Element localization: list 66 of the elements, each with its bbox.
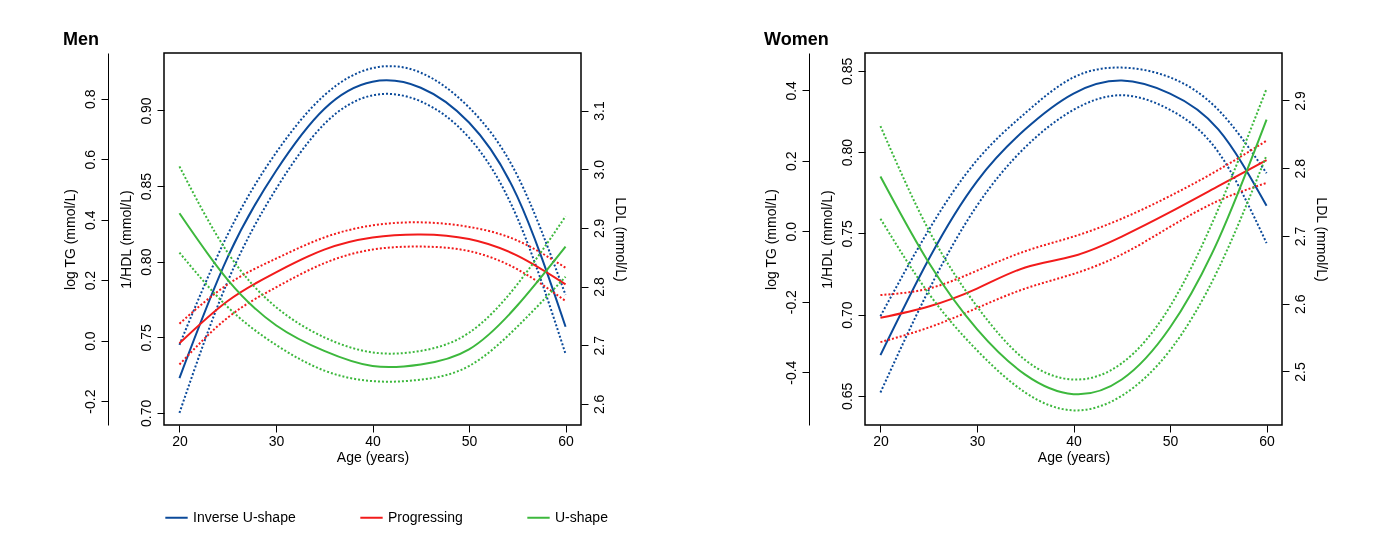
y2-tick-label: 2.7	[1291, 226, 1308, 247]
line-series	[879, 159, 1268, 319]
y-axis-title: 1/HDL (mmol/L)	[818, 190, 835, 289]
y-axis-title: 1/HDL (mmol/L)	[117, 190, 134, 289]
y3-tick-label: -0.2	[782, 289, 799, 315]
legend-label: Inverse U-shape	[193, 508, 296, 525]
y-tick-label: 0.85	[137, 172, 154, 201]
x-tick-label: 30	[268, 432, 285, 449]
legend-label: U-shape	[555, 508, 609, 525]
y3-axis-title: log TG (mmol/L)	[762, 189, 779, 290]
x-tick-label: 40	[365, 432, 381, 449]
y-tick-label: 0.65	[838, 382, 855, 410]
line-series	[879, 181, 1268, 344]
y2-axis-title: LDL (mmol/L)	[1313, 197, 1330, 282]
y3-tick-label: 0.4	[782, 80, 799, 101]
x-tick-label: 50	[1162, 432, 1179, 449]
x-axis-title: Age (years)	[336, 448, 410, 465]
y3-tick-label: 0.8	[81, 89, 98, 109]
y3-tick-label: 0.2	[81, 270, 98, 291]
y-tick-label: 0.70	[137, 399, 154, 428]
y-tick-label: 0.90	[137, 97, 154, 125]
line-series	[879, 154, 1268, 412]
y3-tick-label: 0.0	[81, 331, 98, 351]
y3-tick-label: 0.4	[81, 210, 98, 230]
y-tick-label: 0.70	[838, 301, 855, 329]
y3-tick-label: 0.0	[782, 221, 799, 242]
y2-tick-label: 2.7	[590, 335, 607, 356]
x-axis-title: Age (years)	[1037, 448, 1111, 465]
line-series	[879, 66, 1268, 318]
line-series	[178, 251, 567, 383]
y2-tick-label: 2.6	[1291, 294, 1308, 314]
line-series	[178, 221, 567, 325]
x-tick-label: 30	[969, 432, 986, 449]
y2-tick-label: 2.8	[1291, 158, 1308, 179]
y-tick-label: 0.75	[137, 323, 154, 352]
line-series	[178, 245, 567, 366]
line-series	[178, 233, 567, 345]
y3-tick-label: -0.2	[81, 389, 98, 414]
x-tick-label: 20	[172, 432, 188, 449]
y2-tick-label: 2.9	[1291, 90, 1308, 111]
y2-tick-label: 2.8	[590, 277, 607, 297]
y3-axis-title: log TG (mmol/L)	[61, 189, 78, 290]
y-tick-label: 0.80	[137, 248, 154, 276]
y-tick-label: 0.85	[838, 57, 855, 85]
y3-tick-label: -0.4	[782, 360, 799, 385]
chart-title: Men	[63, 29, 99, 49]
y3-tick-label: 0.6	[81, 149, 98, 170]
y-tick-label: 0.75	[838, 219, 855, 248]
x-tick-label: 60	[1259, 432, 1276, 449]
line-series	[879, 139, 1268, 297]
y3-tick-label: 0.2	[782, 151, 799, 172]
y2-tick-label: 2.6	[590, 394, 607, 415]
line-series	[178, 212, 567, 369]
x-tick-label: 20	[873, 432, 889, 449]
line-series	[178, 165, 567, 355]
y2-tick-label: 2.9	[590, 218, 607, 239]
y2-axis-title: LDL (mmol/L)	[612, 197, 629, 282]
legend-label: Progressing	[388, 508, 463, 525]
x-tick-label: 50	[461, 432, 478, 449]
y-tick-label: 0.80	[838, 138, 855, 167]
chart-title: Women	[764, 29, 829, 49]
x-tick-label: 60	[558, 432, 575, 449]
y2-tick-label: 3.1	[590, 101, 607, 121]
x-tick-label: 40	[1066, 432, 1082, 449]
y2-tick-label: 2.5	[1291, 362, 1308, 382]
y2-tick-label: 3.0	[590, 159, 607, 180]
